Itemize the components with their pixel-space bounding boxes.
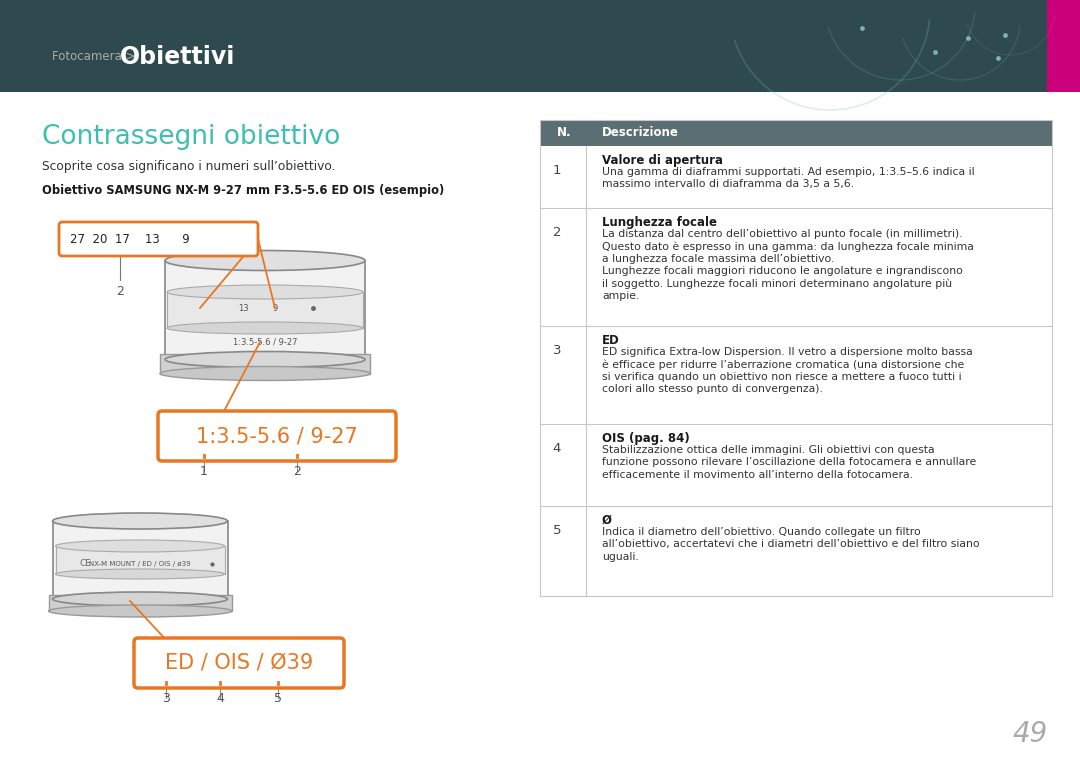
Text: La distanza dal centro dell’obiettivo al punto focale (in millimetri).: La distanza dal centro dell’obiettivo al… <box>602 229 962 239</box>
Text: Obiettivo SAMSUNG NX-M 9-27 mm F3.5-5.6 ED OIS (esempio): Obiettivo SAMSUNG NX-M 9-27 mm F3.5-5.6 … <box>42 184 444 197</box>
FancyBboxPatch shape <box>59 222 258 256</box>
Bar <box>49 595 231 611</box>
Text: 13: 13 <box>238 304 248 312</box>
Text: N.: N. <box>557 126 571 139</box>
Bar <box>165 261 365 360</box>
Bar <box>540 208 1052 326</box>
FancyBboxPatch shape <box>134 638 345 688</box>
FancyBboxPatch shape <box>158 411 396 461</box>
Bar <box>55 546 225 574</box>
Text: 27  20  17    13      9: 27 20 17 13 9 <box>70 233 190 246</box>
Text: ampie.: ampie. <box>602 291 639 301</box>
Text: Lunghezze focali maggiori riducono le angolature e ingrandiscono: Lunghezze focali maggiori riducono le an… <box>602 266 963 276</box>
Text: 5: 5 <box>274 692 282 705</box>
Ellipse shape <box>49 605 231 617</box>
Text: si verifica quando un obiettivo non riesce a mettere a fuoco tutti i: si verifica quando un obiettivo non ries… <box>602 372 961 382</box>
Text: efficacemente il movimento all’interno della fotocamera.: efficacemente il movimento all’interno d… <box>602 470 913 480</box>
Text: funzione possono rilevare l’oscillazione della fotocamera e annullare: funzione possono rilevare l’oscillazione… <box>602 457 976 467</box>
Text: OIS (pag. 84): OIS (pag. 84) <box>602 431 690 444</box>
Text: Questo dato è espresso in una gamma: da lunghezza focale minima: Questo dato è espresso in una gamma: da … <box>602 241 974 252</box>
Text: ED significa Extra-low Dispersion. Il vetro a dispersione molto bassa: ED significa Extra-low Dispersion. Il ve… <box>602 347 973 356</box>
Ellipse shape <box>167 285 363 299</box>
Text: NX-M MOUNT / ED / OIS / ø39: NX-M MOUNT / ED / OIS / ø39 <box>90 561 191 567</box>
Text: ED: ED <box>602 334 620 347</box>
Text: 3: 3 <box>162 692 170 705</box>
Text: 1: 1 <box>200 465 208 478</box>
Bar <box>167 292 363 328</box>
Text: 1:3.5-5.6 / 9-27: 1:3.5-5.6 / 9-27 <box>197 426 357 446</box>
Bar <box>1047 0 1080 92</box>
Text: 1:3.5-5.6 / 9-27: 1:3.5-5.6 / 9-27 <box>233 337 297 347</box>
Ellipse shape <box>55 569 225 579</box>
Text: è efficace per ridurre l’aberrazione cromatica (una distorsione che: è efficace per ridurre l’aberrazione cro… <box>602 360 964 369</box>
Text: 2: 2 <box>553 226 562 239</box>
Text: massimo intervallo di diaframma da 3,5 a 5,6.: massimo intervallo di diaframma da 3,5 a… <box>602 179 854 189</box>
Text: uguali.: uguali. <box>602 552 638 562</box>
Text: Indica il diametro dell’obiettivo. Quando collegate un filtro: Indica il diametro dell’obiettivo. Quand… <box>602 527 921 537</box>
Ellipse shape <box>53 513 228 529</box>
Ellipse shape <box>165 351 365 367</box>
Bar <box>540 146 1052 208</box>
Text: Lunghezza focale: Lunghezza focale <box>602 216 717 229</box>
Bar <box>540 326 1052 424</box>
Text: ED / OIS / Ø39: ED / OIS / Ø39 <box>165 653 313 673</box>
Text: Una gamma di diaframmi supportati. Ad esempio, 1:3.5–5.6 indica il: Una gamma di diaframmi supportati. Ad es… <box>602 167 974 177</box>
Bar <box>540 506 1052 596</box>
Ellipse shape <box>160 366 370 380</box>
Text: 2: 2 <box>293 465 301 478</box>
Text: 5: 5 <box>553 524 562 537</box>
Ellipse shape <box>165 250 365 271</box>
Text: all’obiettivo, accertatevi che i diametri dell’obiettivo e del filtro siano: all’obiettivo, accertatevi che i diametr… <box>602 539 980 549</box>
Text: 2: 2 <box>116 285 124 298</box>
Bar <box>0 0 1080 92</box>
Text: 49: 49 <box>1013 720 1048 748</box>
Bar <box>540 120 1052 146</box>
Ellipse shape <box>167 322 363 334</box>
Text: Stabilizzazione ottica delle immagini. Gli obiettivi con questa: Stabilizzazione ottica delle immagini. G… <box>602 444 934 455</box>
Ellipse shape <box>53 592 228 606</box>
Text: 1: 1 <box>553 164 562 177</box>
Text: 9: 9 <box>272 304 278 312</box>
Bar <box>53 521 228 599</box>
Text: a lunghezza focale massima dell’obiettivo.: a lunghezza focale massima dell’obiettiv… <box>602 254 835 264</box>
Text: 3: 3 <box>553 343 562 356</box>
Ellipse shape <box>55 540 225 552</box>
Text: Valore di apertura: Valore di apertura <box>602 154 723 167</box>
Bar <box>160 353 370 373</box>
Text: Obiettivi: Obiettivi <box>120 45 235 69</box>
Text: 4: 4 <box>553 442 562 455</box>
Text: Contrassegni obiettivo: Contrassegni obiettivo <box>42 124 340 150</box>
Text: Fotocamera >: Fotocamera > <box>52 50 139 63</box>
Text: il soggetto. Lunghezze focali minori determinano angolature più: il soggetto. Lunghezze focali minori det… <box>602 278 953 289</box>
Text: 4: 4 <box>216 692 224 705</box>
Text: Scoprite cosa significano i numeri sull’obiettivo.: Scoprite cosa significano i numeri sull’… <box>42 160 336 173</box>
Text: CE: CE <box>80 559 92 568</box>
Text: colori allo stesso punto di convergenza).: colori allo stesso punto di convergenza)… <box>602 384 823 394</box>
Text: Ø: Ø <box>602 514 612 527</box>
Text: Descrizione: Descrizione <box>602 126 679 139</box>
Bar <box>540 424 1052 506</box>
